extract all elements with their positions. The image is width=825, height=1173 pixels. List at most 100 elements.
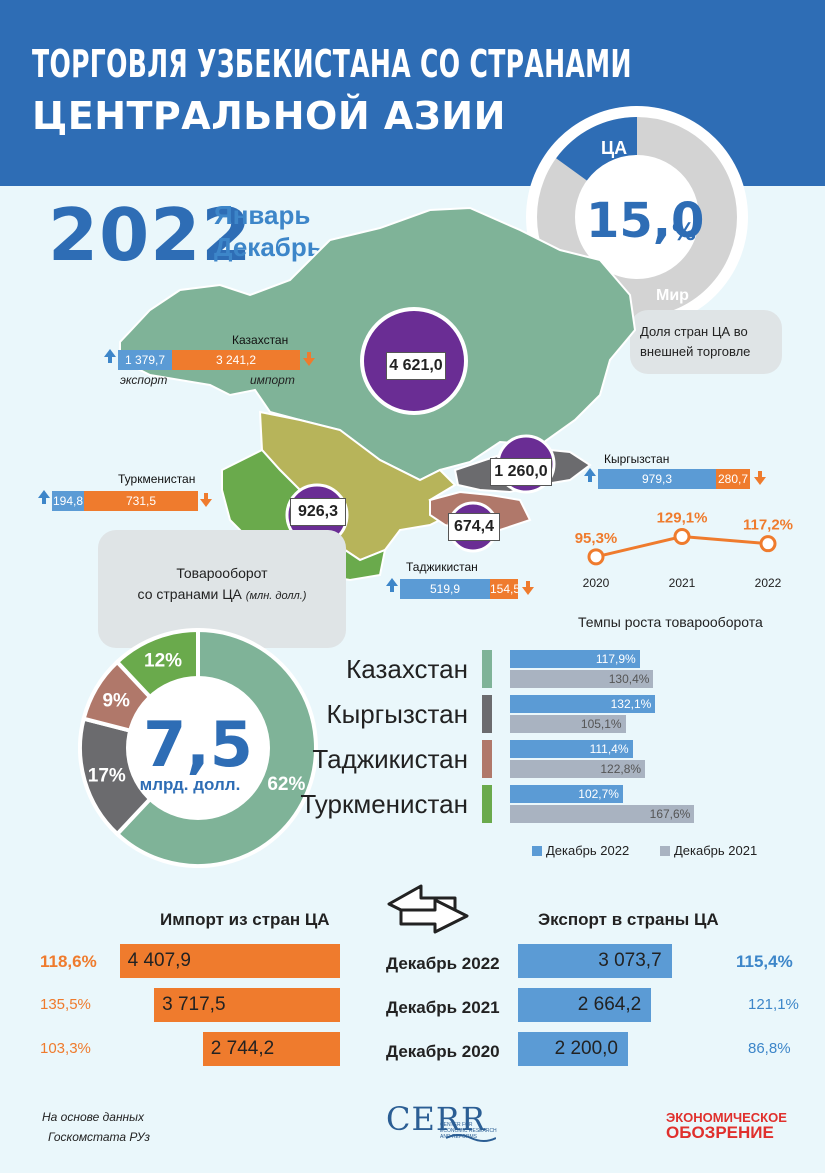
source-line2: Госкомстата РУз (48, 1130, 150, 1144)
tajikistan-turnover: 674,4 (448, 513, 500, 541)
share-donut-ca-arc (556, 117, 637, 181)
export-label: экспорт (120, 373, 168, 387)
turkmenistan-label: Туркменистан (118, 472, 196, 486)
turnover-card (98, 530, 346, 648)
tajikistan-export-arrow-icon (386, 578, 398, 592)
kazakhstan-export: 1 379,7 (118, 350, 172, 370)
turnover-card-line2: со странами ЦА (137, 586, 242, 602)
turnover-total: 7,5 (143, 708, 253, 781)
period-from: Январь (214, 200, 311, 230)
turkmenistan-turnover: 926,3 (290, 498, 346, 526)
tajikistan-export: 519,9 (400, 579, 490, 599)
trend-year-label: 2020 (583, 576, 610, 590)
growth-category-swatch (482, 695, 492, 733)
export-bar: 3 073,7 (518, 944, 672, 978)
trend-point-label: 95,3% (575, 530, 618, 547)
export-title: Экспорт в страны ЦА (538, 910, 719, 929)
turkmenistan-import: 731,5 (84, 491, 198, 511)
kyrgyzstan-export-arrow-icon (584, 468, 596, 482)
share-donut-hole (576, 156, 698, 278)
share-unit: % (672, 218, 696, 246)
export-bar: 2 200,0 (518, 1032, 628, 1066)
cerr-wave-icon (446, 1134, 496, 1142)
import-bar: 3 717,5 (154, 988, 340, 1022)
kyrgyzstan-import-arrow-icon (754, 471, 766, 485)
source-line1: На основе данных (42, 1110, 144, 1124)
kazakhstan-turnover: 4 621,0 (386, 352, 446, 380)
growth-category-label: Туркменистан (300, 789, 468, 819)
trend-chart: 95,3% 2020 129,1% 2021 117,2% 2022 (575, 510, 793, 590)
growth-category-swatch (482, 650, 492, 688)
growth-category-label: Кыргызстан (326, 699, 468, 729)
tajikistan-import: 154,5 (490, 579, 518, 599)
share-world-label: Мир (656, 287, 689, 304)
donut-slice-label: 17% (88, 766, 126, 787)
import-growth: 135,5% (40, 996, 91, 1013)
share-ca-label: ЦА (601, 138, 627, 158)
turnover-donut-hole (126, 676, 270, 820)
turkmenistan-export: 194,8 (52, 491, 84, 511)
period-row-label: Декабрь 2021 (386, 998, 500, 1017)
import-bar: 4 407,9 (119, 944, 340, 978)
export-growth: 121,1% (748, 996, 799, 1013)
turnover-total-unit: млрд. долл. (140, 775, 241, 794)
exchange-arrows-icon (387, 884, 469, 934)
donut-slice-label: 12% (144, 651, 182, 672)
share-caption-card (630, 310, 782, 374)
eo-logo-line1: ЭКОНОМИЧЕСКОЕ (666, 1110, 787, 1125)
trend-year-label: 2022 (755, 576, 782, 590)
year-label: 2022 (48, 193, 253, 277)
growth-bar-2021: 130,4% (510, 670, 654, 688)
trend-point (587, 548, 605, 566)
tajikistan-import-arrow-icon (522, 581, 534, 595)
growth-category-swatch (482, 740, 492, 778)
cerr-logo: CERR (386, 1100, 487, 1138)
page-title-line2: ЦЕНТРАЛЬНОЙ АЗИИ (32, 94, 506, 138)
eo-logo-line2: ОБОЗРЕНИЕ (666, 1123, 774, 1142)
growth-bar-2021: 167,6% (510, 805, 695, 823)
export-growth: 86,8% (748, 1040, 791, 1057)
turnover-card-line1: Товарооборот (176, 565, 268, 581)
cerr-subtitle: CENTER FOR ECONOMIC RESEARCH AND REFORMS (440, 1122, 497, 1140)
import-label: импорт (250, 373, 295, 387)
growth-chart-title: Темпы роста товарооборота (578, 614, 763, 630)
page-title-line1: ТОРГОВЛЯ УЗБЕКИСТАНА СО СТРАНАМИ (32, 42, 632, 86)
trend-point-label: 117,2% (743, 517, 793, 534)
growth-category-label: Таджикистан (312, 744, 468, 774)
growth-bar-2022: 132,1% (510, 695, 656, 713)
import-bar: 2 744,2 (202, 1032, 340, 1066)
kazakhstan-export-arrow-icon (104, 349, 116, 363)
trend-point (673, 528, 691, 546)
trend-year-label: 2021 (669, 576, 696, 590)
trend-point-label: 129,1% (657, 510, 708, 527)
turnover-card-line2-group: со странами ЦА (млн. долл.) (98, 586, 346, 602)
export-bar: 2 664,2 (518, 988, 652, 1022)
share-caption: Доля стран ЦА во внешней торговле (640, 324, 751, 359)
growth-bar-2021: 122,8% (510, 760, 646, 778)
import-growth: 118,6% (40, 952, 97, 971)
kyrgyzstan-turnover: 1 260,0 (490, 458, 552, 486)
kyrgyzstan-export: 979,3 (598, 469, 716, 489)
trend-point (759, 535, 777, 553)
kazakhstan-label: Казахстан (232, 333, 289, 347)
donut-slice-label: 9% (102, 691, 130, 712)
period-row-label: Декабрь 2020 (386, 1042, 500, 1061)
growth-category-swatch (482, 785, 492, 823)
turkmenistan-export-arrow-icon (38, 490, 50, 504)
growth-bar-2022: 117,9% (510, 650, 640, 668)
share-value: 15,0 (586, 193, 704, 249)
tajikistan-label: Таджикистан (406, 560, 478, 574)
legend-2021-swatch (660, 846, 670, 856)
legend-2021-label: Декабрь 2021 (674, 843, 758, 858)
import-growth: 103,3% (40, 1040, 91, 1057)
growth-bar-2022: 111,4% (510, 740, 633, 758)
kyrgyzstan-label: Кыргызстан (604, 452, 670, 466)
turnover-card-unit: (млн. долл.) (245, 590, 307, 602)
kazakhstan-import: 3 241,2 (172, 350, 300, 370)
legend-2022-swatch (532, 846, 542, 856)
donut-slice-label: 62% (267, 774, 305, 795)
export-growth: 115,4% (736, 952, 793, 971)
import-title: Импорт из стран ЦА (160, 910, 330, 929)
period-to: Декабрь (214, 232, 323, 262)
period-row-label: Декабрь 2022 (386, 954, 500, 973)
